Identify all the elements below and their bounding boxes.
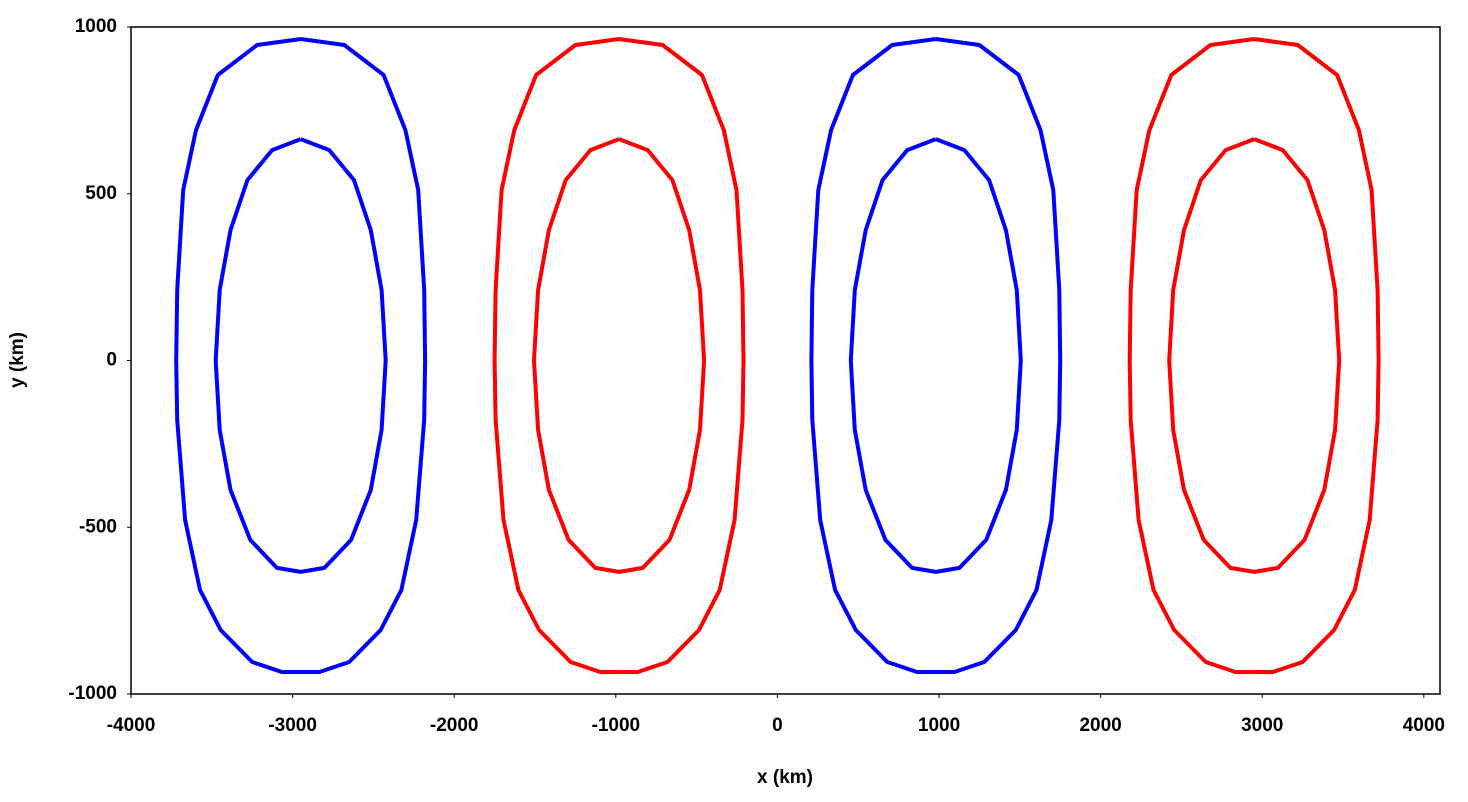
y-tick-label: 1000 [75,16,117,37]
x-tick-label: -2000 [430,715,479,736]
x-axis-label: x (km) [757,767,813,788]
contour-line [1167,137,1342,574]
x-tick-label: 0 [772,715,783,736]
y-tick-label: 500 [85,183,117,204]
contour-line [532,137,707,574]
contour-line [1127,37,1381,674]
x-tick-label: -1000 [592,715,641,736]
x-tick-label: 1000 [918,715,960,736]
y-tick-label: -500 [79,516,117,537]
y-tick-label: 0 [106,350,117,371]
x-tick-label: 2000 [1079,715,1121,736]
contour-line [848,137,1023,574]
y-tick-label: -1000 [68,683,117,704]
contour-line [213,137,388,574]
contour-line [174,37,428,674]
x-tick-label: -3000 [268,715,317,736]
plot-frame [130,26,1441,695]
y-axis-label: y (km) [7,332,28,388]
x-tick-label: -4000 [107,715,156,736]
contour-line [809,37,1063,674]
x-tick-label: 3000 [1241,715,1283,736]
x-tick-label: 4000 [1403,715,1445,736]
contour-line [492,37,746,674]
